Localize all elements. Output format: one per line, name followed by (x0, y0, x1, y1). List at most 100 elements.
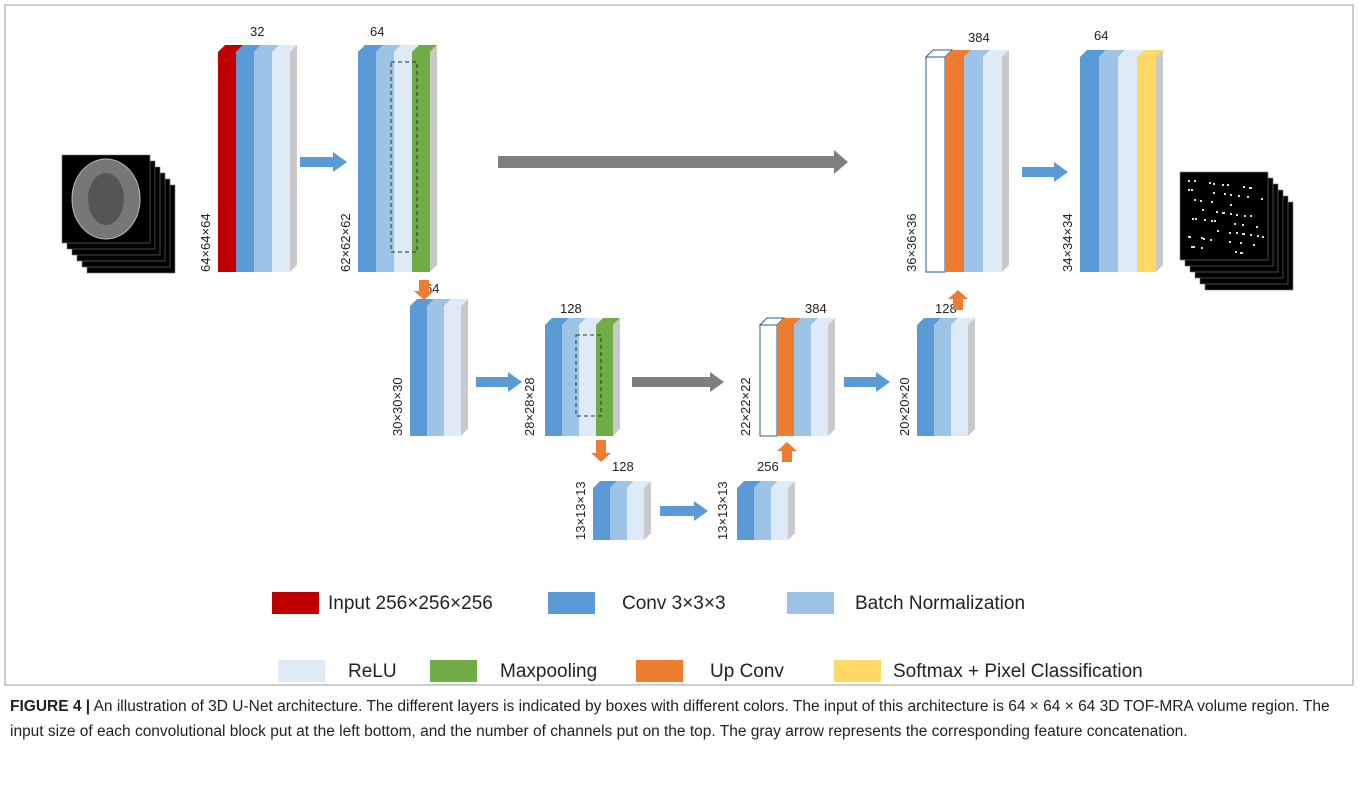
segmentation-dot (1204, 219, 1206, 221)
segmentation-dot (1250, 215, 1252, 217)
segmentation-dot (1230, 204, 1232, 206)
figure: 3264×64×646462×62×626430×30×3012828×28×2… (0, 0, 1358, 690)
blue-arrow (300, 152, 347, 172)
layer-side (968, 318, 975, 436)
segmentation-dot (1193, 246, 1195, 248)
layer-front (737, 488, 754, 540)
layer-side (1002, 50, 1009, 272)
layer-front (410, 306, 427, 436)
layer-side (430, 45, 437, 272)
layer-block: 256 13×13×13 (715, 459, 795, 540)
legend-swatch (636, 660, 683, 682)
segmentation-dot (1250, 234, 1252, 236)
layer-block: 384 22×22×22 (738, 301, 835, 436)
segmentation-dot (1188, 189, 1190, 191)
segmentation-dot (1188, 180, 1190, 182)
brain-inner (88, 173, 124, 225)
layer-side (1156, 50, 1163, 272)
segmentation-dot (1235, 251, 1237, 253)
legend-label: ReLU (348, 661, 397, 682)
layer-block: 12820×20×20 (897, 301, 975, 436)
segmentation-dot (1201, 237, 1203, 239)
blue-arrow (1022, 162, 1068, 182)
legend-label: Maxpooling (500, 661, 597, 682)
layer-front (1137, 57, 1156, 272)
layer-front (1080, 57, 1099, 272)
segmentation-dot (1229, 241, 1231, 243)
layer-front (596, 325, 613, 436)
layer-front (1118, 57, 1137, 272)
segmentation-dot (1222, 184, 1224, 186)
segmentation-dot (1213, 183, 1215, 185)
page: 3264×64×646462×62×626430×30×3012828×28×2… (0, 0, 1358, 802)
layer-front (412, 52, 430, 272)
segmentation-dot (1230, 194, 1232, 196)
segmentation-dot (1213, 192, 1215, 194)
size-label: 22×22×22 (738, 377, 753, 436)
size-label: 36×36×36 (904, 213, 919, 272)
segmentation-dot (1194, 180, 1196, 182)
caption-label: FIGURE 4 | (10, 698, 90, 715)
layer-side (788, 481, 795, 540)
layer-block: 38436×36×36 (904, 30, 1009, 272)
channel-label: 256 (757, 459, 779, 474)
segmentation-dot (1188, 236, 1190, 238)
layer-front (254, 52, 272, 272)
legend-swatch (548, 592, 595, 614)
layer-front (1099, 57, 1118, 272)
segmentation-dot (1257, 235, 1259, 237)
concat-arrow (498, 150, 848, 174)
layer-front (236, 52, 254, 272)
channel-label: 64 (370, 24, 384, 39)
segmentation-dot (1244, 215, 1246, 217)
layer-block: 64 62×62×62 (338, 24, 437, 272)
size-label: 13×13×13 (715, 481, 730, 540)
layer-front (811, 325, 828, 436)
channel-label: 384 (805, 301, 827, 316)
legend-swatch (272, 592, 319, 614)
segmentation-dot (1236, 232, 1238, 234)
segmentation-dot (1243, 233, 1245, 235)
legend-label: Input 256×256×256 (328, 593, 493, 614)
segmentation-dot (1261, 198, 1263, 200)
segmentation-dot (1223, 212, 1225, 214)
segmentation-dot (1253, 244, 1255, 246)
caption-text: An illustration of 3D U-Net architecture… (10, 698, 1330, 740)
blue-arrow (476, 372, 522, 392)
size-label: 13×13×13 (573, 481, 588, 540)
segmentation-dot (1201, 247, 1203, 249)
layer-block: 3264×64×64 (198, 24, 297, 272)
layer-side (828, 318, 835, 436)
legend-label: Softmax + Pixel Classification (893, 661, 1143, 682)
size-label: 62×62×62 (338, 213, 353, 272)
layer-front (427, 306, 444, 436)
legend-swatch (430, 660, 477, 682)
segmentation-dot (1195, 218, 1197, 220)
segmentation-dot (1217, 230, 1219, 232)
segmentation-dot (1224, 193, 1226, 195)
layer-side (461, 299, 468, 436)
layer-front (951, 325, 968, 436)
segmentation-dot (1194, 199, 1196, 201)
legend-swatch (834, 660, 881, 682)
layer-front (444, 306, 461, 436)
segmentation-dot (1200, 200, 1202, 202)
segmentation-dot (1211, 220, 1213, 222)
segmentation-dot (1256, 226, 1258, 228)
segmentation-dot (1236, 214, 1238, 216)
segmentation-dot (1241, 252, 1243, 254)
concat-arrow (632, 372, 724, 392)
blue-arrow (844, 372, 890, 392)
layer-front (926, 57, 945, 272)
size-label: 64×64×64 (198, 213, 213, 272)
segmentation-dot (1240, 242, 1242, 244)
segmentation-dot (1229, 232, 1231, 234)
layer-front (394, 52, 412, 272)
segmentation-dot (1209, 182, 1211, 184)
legend-label: Conv 3×3×3 (622, 593, 726, 614)
segmentation-dot (1227, 184, 1229, 186)
legend-swatch (278, 660, 325, 682)
segmentation-dot (1234, 223, 1236, 225)
